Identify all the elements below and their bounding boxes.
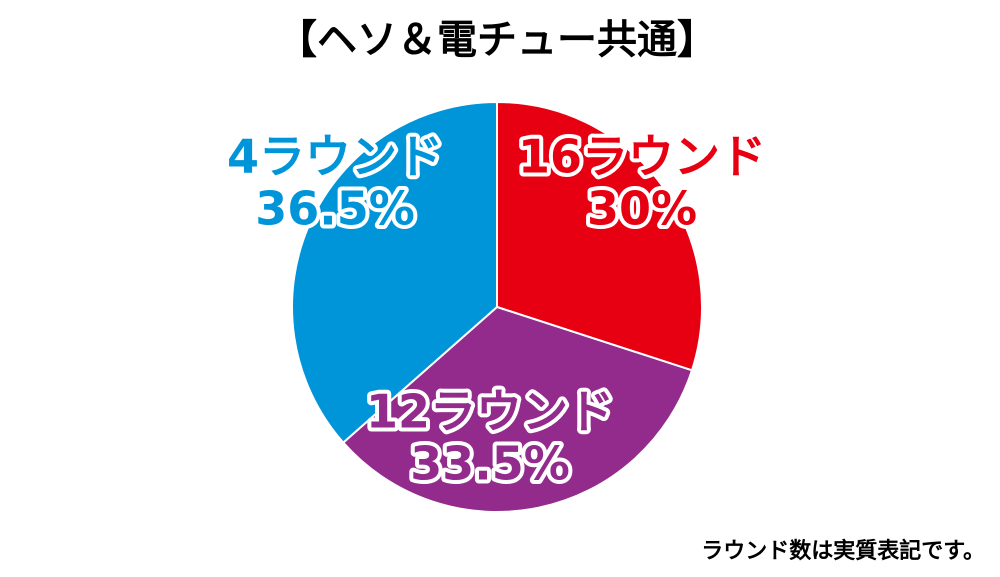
note: ラウンド数は実質表記です。: [701, 538, 985, 564]
value-label: 33.5%: [410, 437, 570, 491]
slice-label: 16ラウンド: [518, 130, 766, 184]
slice-label: 4ラウンド: [227, 130, 443, 184]
chart-title: 【ヘソ＆電チュー共通】: [277, 17, 717, 63]
slice-label: 12ラウンド: [366, 385, 614, 439]
pie-slice: [341, 305, 694, 513]
value-label: 36.5%: [255, 182, 415, 236]
pie-slice: [291, 100, 498, 444]
value-label: 30%: [587, 182, 697, 236]
pie-slice: [496, 100, 703, 372]
